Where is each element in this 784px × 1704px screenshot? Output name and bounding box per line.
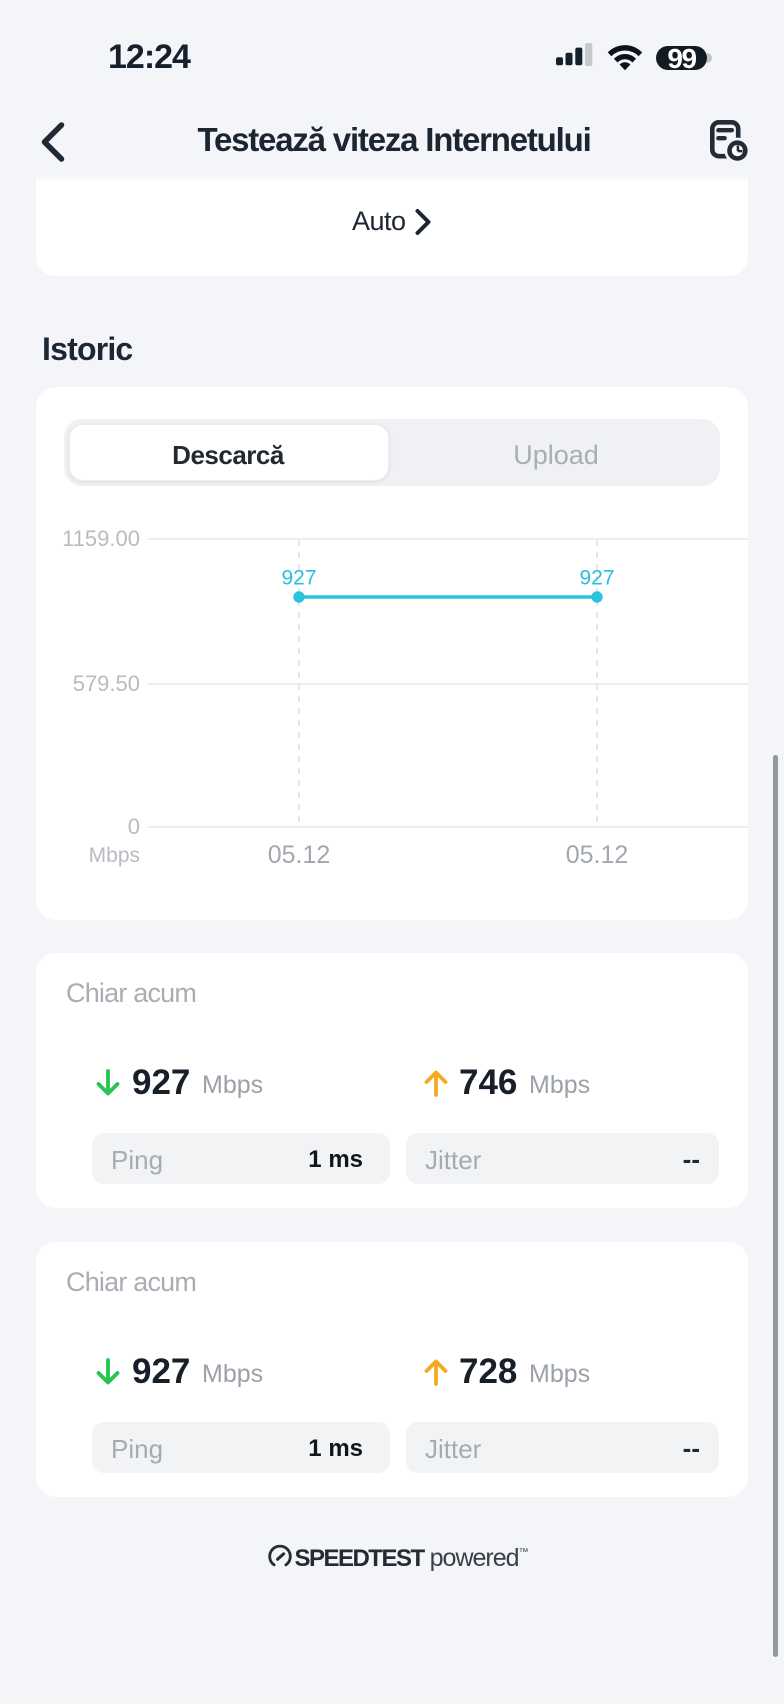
svg-text:927: 927: [281, 567, 316, 590]
svg-text:927: 927: [579, 567, 614, 590]
